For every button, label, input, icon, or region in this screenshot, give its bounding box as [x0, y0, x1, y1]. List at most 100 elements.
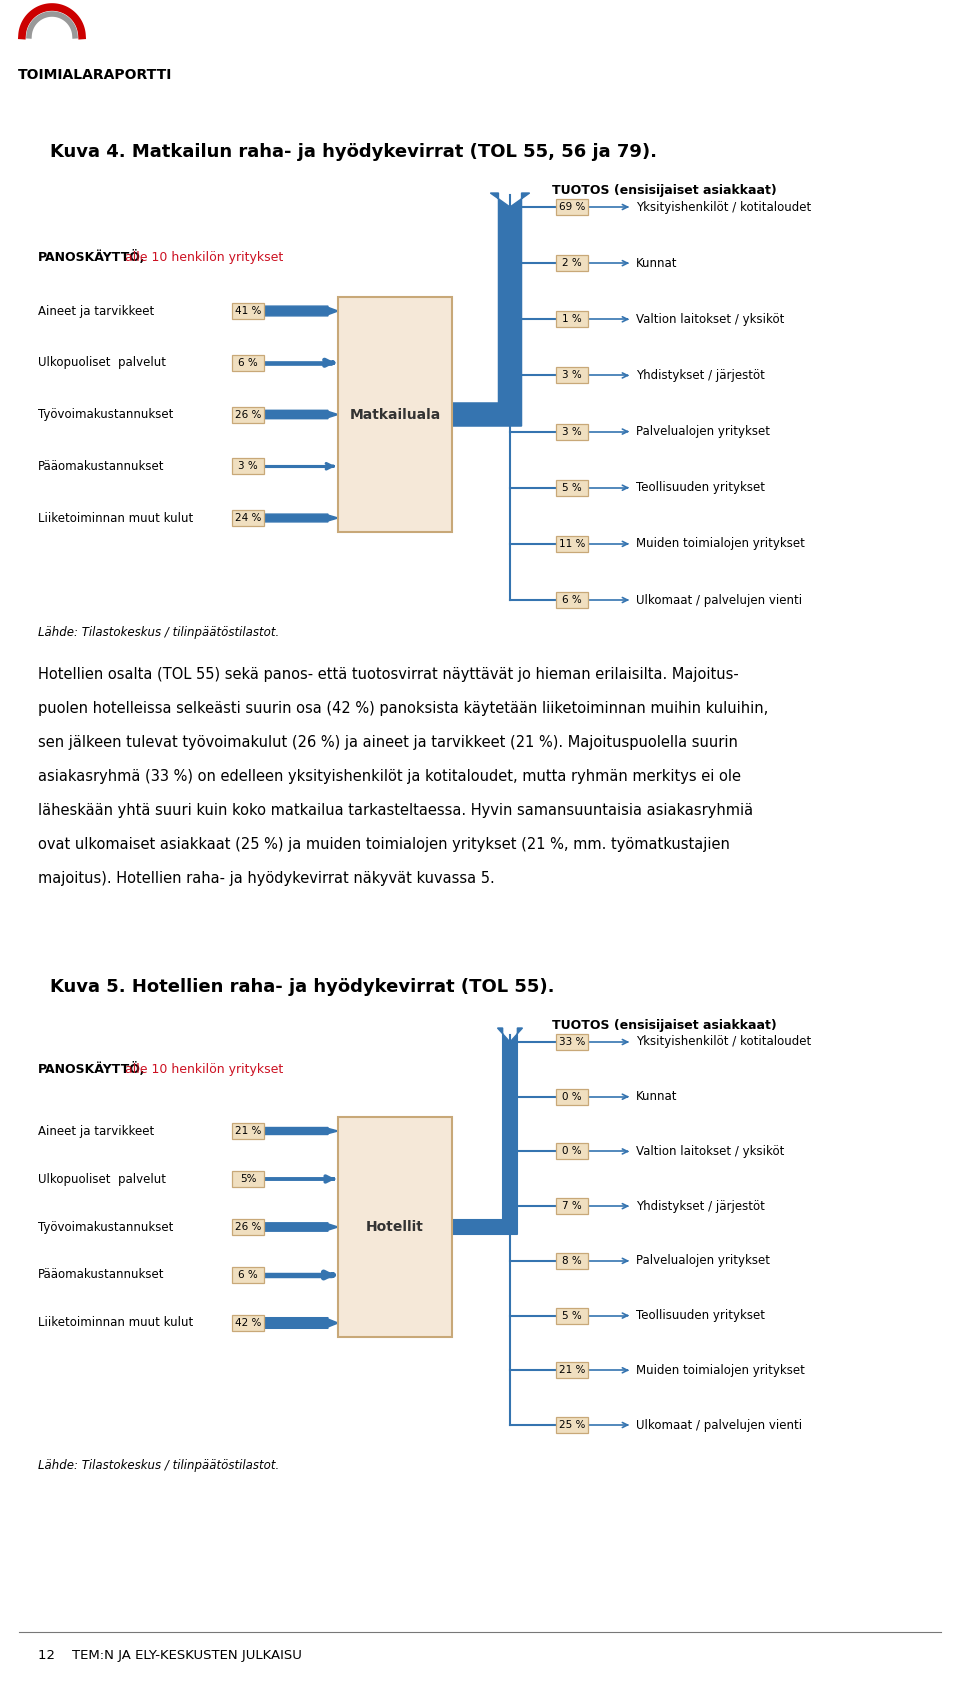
Bar: [232, 459, 264, 474]
Text: Liiketoiminnan muut kulut: Liiketoiminnan muut kulut: [38, 511, 193, 525]
Bar: [232, 1124, 264, 1139]
Text: Muiden toimialojen yritykset: Muiden toimialojen yritykset: [636, 1363, 804, 1377]
Text: Pääomakustannukset: Pääomakustannukset: [38, 1269, 164, 1282]
Text: 6 %: 6 %: [238, 358, 258, 368]
Text: 5%: 5%: [240, 1174, 256, 1184]
Text: TUOTOS (ensisijaiset asiakkaat): TUOTOS (ensisijaiset asiakkaat): [552, 184, 777, 196]
Text: Palvelualojen yritykset: Palvelualojen yritykset: [636, 1255, 770, 1267]
Text: Yksityishenkilöt / kotitaloudet: Yksityishenkilöt / kotitaloudet: [636, 1036, 811, 1049]
Text: 21 %: 21 %: [559, 1365, 586, 1375]
Text: Ulkopuoliset  palvelut: Ulkopuoliset palvelut: [38, 1172, 166, 1186]
Text: ovat ulkomaiset asiakkaat (25 %) ja muiden toimialojen yritykset (21 %, mm. työm: ovat ulkomaiset asiakkaat (25 %) ja muid…: [38, 837, 730, 852]
FancyArrow shape: [264, 1223, 338, 1232]
Text: 3 %: 3 %: [238, 461, 258, 471]
Bar: [556, 1307, 588, 1324]
Text: Palvelualojen yritykset: Palvelualojen yritykset: [636, 425, 770, 439]
Bar: [232, 1314, 264, 1331]
Text: PANOSKÄYTTÖ,: PANOSKÄYTTÖ,: [38, 1063, 145, 1076]
Text: 42 %: 42 %: [235, 1318, 261, 1328]
FancyArrow shape: [264, 515, 338, 521]
Bar: [232, 1220, 264, 1235]
Bar: [338, 1117, 452, 1338]
Text: Kuva 5. Hotellien raha- ja hyödykevirrat (TOL 55).: Kuva 5. Hotellien raha- ja hyödykevirrat…: [50, 978, 555, 995]
Bar: [556, 1253, 588, 1269]
FancyArrow shape: [264, 1318, 338, 1328]
Text: Aineet ja tarvikkeet: Aineet ja tarvikkeet: [38, 304, 155, 317]
Text: 24 %: 24 %: [235, 513, 261, 523]
Polygon shape: [452, 1027, 522, 1235]
Text: Valtion laitokset / yksiköt: Valtion laitokset / yksiköt: [636, 1145, 784, 1157]
Text: 21 %: 21 %: [235, 1125, 261, 1135]
Text: 41 %: 41 %: [235, 305, 261, 315]
Bar: [556, 1198, 588, 1215]
Bar: [556, 536, 588, 552]
Text: Teollisuuden yritykset: Teollisuuden yritykset: [636, 481, 765, 494]
Text: 0 %: 0 %: [563, 1091, 582, 1102]
Bar: [556, 368, 588, 383]
Text: Matkailuala: Matkailuala: [349, 408, 441, 422]
Text: 7 %: 7 %: [563, 1201, 582, 1211]
Text: Hotellit: Hotellit: [366, 1220, 424, 1233]
Text: 69 %: 69 %: [559, 202, 586, 213]
Text: Pääomakustannukset: Pääomakustannukset: [38, 461, 164, 472]
Bar: [556, 1034, 588, 1049]
Text: 0 %: 0 %: [563, 1147, 582, 1156]
Bar: [232, 1171, 264, 1188]
Text: läheskään yhtä suuri kuin koko matkailua tarkasteltaessa. Hyvin samansuuntaisia : läheskään yhtä suuri kuin koko matkailua…: [38, 803, 754, 818]
Text: TOIMIALARAPORTTI: TOIMIALARAPORTTI: [18, 67, 173, 83]
FancyArrow shape: [264, 305, 338, 315]
Text: Teollisuuden yritykset: Teollisuuden yritykset: [636, 1309, 765, 1323]
Text: Kunnat: Kunnat: [636, 1090, 678, 1103]
Text: asiakasryhmä (33 %) on edelleen yksityishenkilöt ja kotitaloudet, mutta ryhmän m: asiakasryhmä (33 %) on edelleen yksityis…: [38, 769, 741, 784]
Text: Ulkomaat / palvelujen vienti: Ulkomaat / palvelujen vienti: [636, 594, 803, 607]
Text: Työvoimakustannukset: Työvoimakustannukset: [38, 1220, 174, 1233]
Bar: [556, 479, 588, 496]
Text: Työvoimakustannukset: Työvoimakustannukset: [38, 408, 174, 422]
Bar: [338, 297, 452, 531]
Bar: [556, 255, 588, 272]
Text: 11 %: 11 %: [559, 538, 586, 548]
Text: 25 %: 25 %: [559, 1420, 586, 1431]
Bar: [232, 304, 264, 319]
Text: 8 %: 8 %: [563, 1255, 582, 1265]
FancyArrow shape: [264, 1127, 338, 1134]
Text: alle 10 henkilön yritykset: alle 10 henkilön yritykset: [121, 250, 283, 263]
Text: 5 %: 5 %: [563, 482, 582, 493]
Text: sen jälkeen tulevat työvoimakulut (26 %) ja aineet ja tarvikkeet (21 %). Majoitu: sen jälkeen tulevat työvoimakulut (26 %)…: [38, 736, 738, 751]
Text: 3 %: 3 %: [563, 427, 582, 437]
Text: Aineet ja tarvikkeet: Aineet ja tarvikkeet: [38, 1125, 155, 1137]
Text: 33 %: 33 %: [559, 1038, 586, 1048]
Bar: [556, 592, 588, 607]
Text: 12    TEM:N JA ELY-KESKUSTEN JULKAISU: 12 TEM:N JA ELY-KESKUSTEN JULKAISU: [38, 1648, 301, 1662]
Text: 26 %: 26 %: [235, 410, 261, 420]
Text: Valtion laitokset / yksiköt: Valtion laitokset / yksiköt: [636, 312, 784, 326]
Text: Kunnat: Kunnat: [636, 256, 678, 270]
Bar: [556, 1144, 588, 1159]
Text: PANOSKÄYTTÖ,: PANOSKÄYTTÖ,: [38, 250, 145, 263]
Text: alle 10 henkilön yritykset: alle 10 henkilön yritykset: [121, 1063, 283, 1076]
Bar: [556, 1088, 588, 1105]
Text: Lähde: Tilastokeskus / tilinpäätöstilastot.: Lähde: Tilastokeskus / tilinpäätöstilast…: [38, 1459, 279, 1471]
Text: 26 %: 26 %: [235, 1221, 261, 1232]
Bar: [556, 199, 588, 214]
Bar: [556, 423, 588, 440]
Text: 6 %: 6 %: [563, 596, 582, 606]
Bar: [232, 407, 264, 422]
Text: Kuva 4. Matkailun raha- ja hyödykevirrat (TOL 55, 56 ja 79).: Kuva 4. Matkailun raha- ja hyödykevirrat…: [50, 143, 657, 160]
Text: Ulkopuoliset  palvelut: Ulkopuoliset palvelut: [38, 356, 166, 369]
Text: 1 %: 1 %: [563, 314, 582, 324]
Bar: [232, 1267, 264, 1284]
Text: TUOTOS (ensisijaiset asiakkaat): TUOTOS (ensisijaiset asiakkaat): [552, 1019, 777, 1031]
Text: Lähde: Tilastokeskus / tilinpäätöstilastot.: Lähde: Tilastokeskus / tilinpäätöstilast…: [38, 626, 279, 638]
Text: 6 %: 6 %: [238, 1270, 258, 1280]
Text: Yhdistykset / järjestöt: Yhdistykset / järjestöt: [636, 369, 765, 381]
Text: Ulkomaat / palvelujen vienti: Ulkomaat / palvelujen vienti: [636, 1419, 803, 1432]
FancyArrow shape: [264, 410, 338, 418]
Bar: [556, 312, 588, 327]
Text: puolen hotelleissa selkeästi suurin osa (42 %) panoksista käytetään liiketoiminn: puolen hotelleissa selkeästi suurin osa …: [38, 702, 768, 715]
Text: Yksityishenkilöt / kotitaloudet: Yksityishenkilöt / kotitaloudet: [636, 201, 811, 214]
Text: Muiden toimialojen yritykset: Muiden toimialojen yritykset: [636, 538, 804, 550]
Text: 3 %: 3 %: [563, 371, 582, 381]
Bar: [556, 1417, 588, 1432]
Text: Yhdistykset / järjestöt: Yhdistykset / järjestöt: [636, 1199, 765, 1213]
